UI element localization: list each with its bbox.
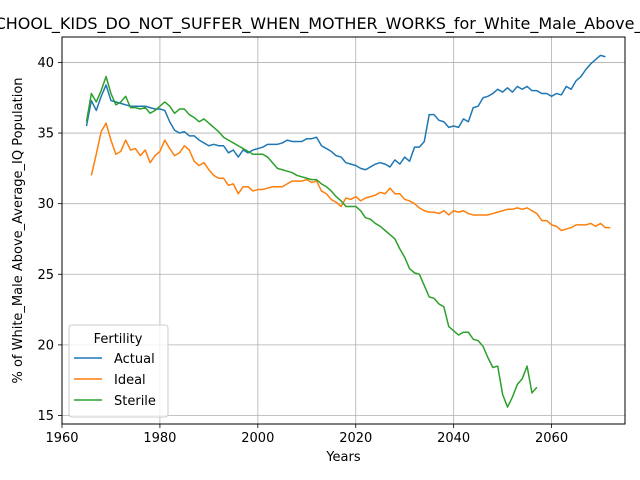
x-tick-label: 2000	[241, 431, 274, 446]
series-line-sterile	[85, 75, 538, 408]
y-axis-label: % of White_Male Above_Average_IQ Populat…	[11, 77, 26, 383]
x-tick-label: 2060	[535, 431, 568, 446]
legend-label-ideal: Ideal	[114, 373, 146, 388]
legend: Fertility Actual Ideal Sterile	[68, 324, 169, 418]
legend-items: Actual Ideal Sterile	[74, 352, 156, 409]
legend-title: Fertility	[94, 332, 143, 347]
y-tick-label: 40	[37, 56, 54, 71]
x-tick-label: 2040	[437, 431, 470, 446]
axis-ticks: 1960 1980 2000 2020 2040 2060 15 20 25 30 35 40	[37, 56, 568, 446]
y-tick-label: 30	[37, 197, 54, 212]
x-tick-label: 1960	[45, 431, 78, 446]
x-tick-label: 1980	[143, 431, 176, 446]
series-lines	[85, 54, 611, 408]
plot-frame	[61, 36, 626, 425]
legend-label-sterile: Sterile	[114, 394, 156, 409]
series-line-ideal	[90, 122, 611, 232]
y-tick-label: 35	[37, 127, 54, 142]
x-tick-label: 2020	[339, 431, 372, 446]
series-line-actual	[85, 54, 606, 171]
x-axis-label: Years	[325, 450, 361, 465]
legend-box	[68, 324, 169, 418]
y-tick-label: 25	[37, 268, 54, 283]
chart-title: PRESCHOOL_KIDS_DO_NOT_SUFFER_WHEN_MOTHER…	[0, 14, 640, 34]
y-tick-label: 20	[37, 338, 54, 353]
y-tick-label: 15	[37, 409, 54, 424]
legend-label-actual: Actual	[114, 352, 155, 367]
